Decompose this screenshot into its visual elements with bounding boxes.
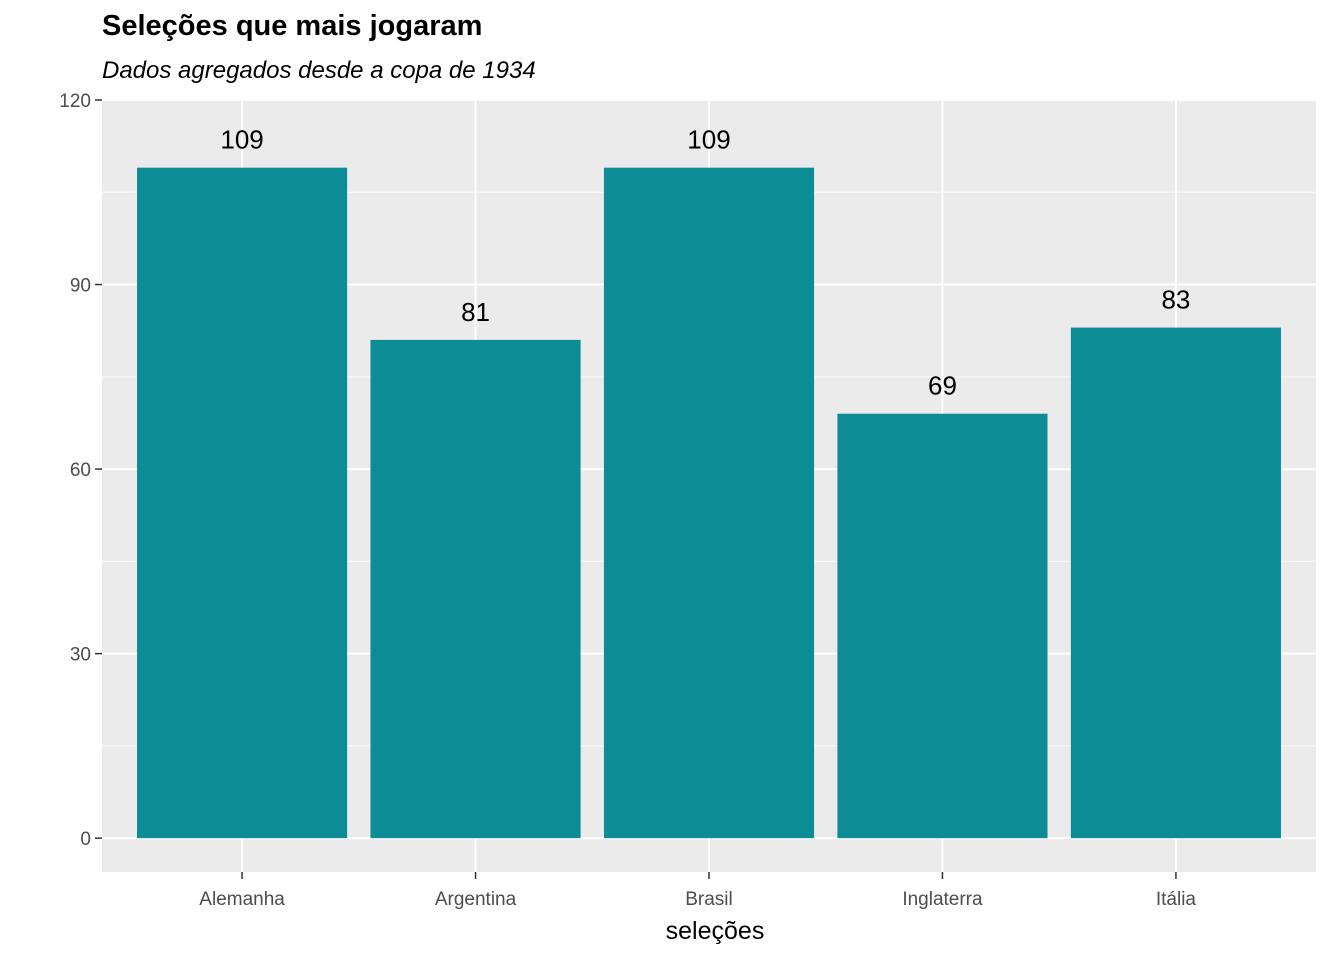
x-tick-label: Brasil: [685, 889, 733, 910]
x-tick-label: Argentina: [435, 889, 517, 910]
x-tick-label: Inglaterra: [902, 889, 983, 910]
x-tick-label: Alemanha: [199, 889, 285, 910]
y-tick-label: 120: [59, 91, 91, 112]
bar-itália: [1070, 327, 1281, 839]
x-axis: Alemanha Argentina Brasil Inglaterra Itália: [199, 872, 1196, 910]
y-tick-label: 0: [80, 829, 91, 850]
bar-brasil: [603, 167, 815, 839]
data-label: 83: [1161, 285, 1190, 315]
bars: [137, 167, 1281, 839]
y-tick-label: 30: [70, 645, 91, 666]
bar-alemanha: [137, 167, 348, 839]
data-label: 69: [928, 371, 957, 401]
chart-title: Seleções que mais jogaram: [102, 10, 483, 42]
x-axis-title: seleções: [666, 917, 765, 945]
bar-inglaterra: [837, 413, 1048, 839]
x-tick-label: Itália: [1156, 889, 1197, 910]
data-label: 109: [687, 125, 730, 155]
data-label: 109: [220, 125, 263, 155]
y-tick-label: 90: [70, 276, 91, 297]
y-tick-label: 60: [70, 460, 91, 481]
data-labels: 109 81 109 69 83: [220, 125, 1190, 401]
y-axis: 0 30 60 90 120: [59, 91, 102, 850]
data-label: 81: [461, 297, 490, 327]
bar-argentina: [370, 339, 581, 839]
chart-subtitle: Dados agregados desde a copa de 1934: [102, 57, 536, 84]
